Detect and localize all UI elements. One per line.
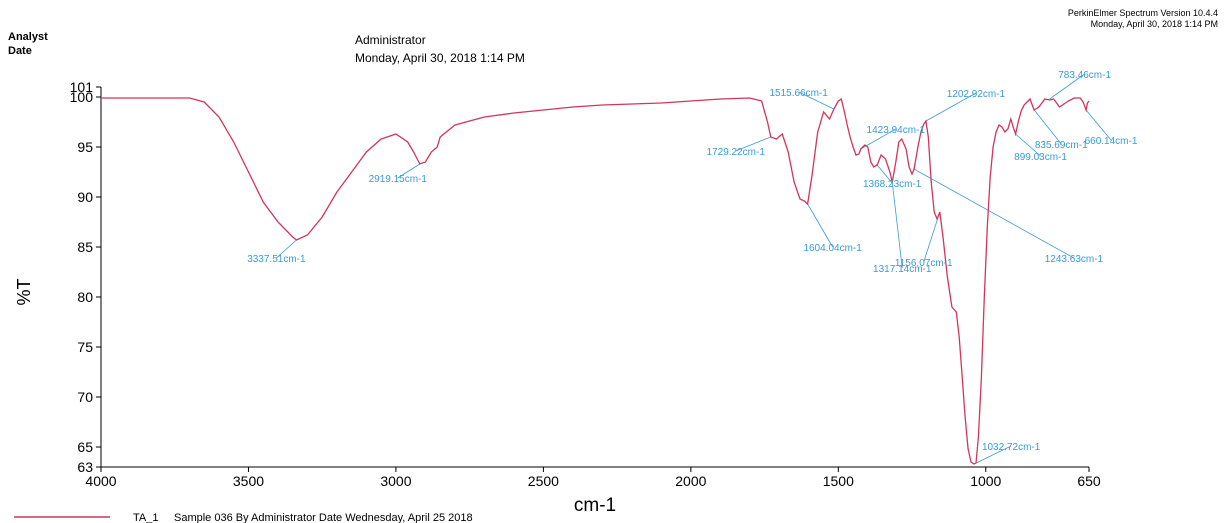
date-label: Date <box>8 45 32 57</box>
peak-label: 1156.07cm-1 <box>895 258 953 269</box>
annotation-leader <box>397 163 420 179</box>
chart-axes <box>100 87 1089 468</box>
software-version: PerkinElmer Spectrum Version 10.4.4 Mond… <box>1068 8 1218 30</box>
date-value: Monday, April 30, 2018 1:14 PM <box>355 51 525 65</box>
annotation-leader <box>1015 133 1041 157</box>
analyst-value: Administrator <box>355 33 426 47</box>
y-tick-label: 63 <box>77 459 93 475</box>
y-tick-label: 95 <box>77 139 93 155</box>
y-tick-label: 101 <box>70 79 94 95</box>
x-tick-label: 2500 <box>528 473 559 489</box>
y-axis-label: %T <box>14 278 34 305</box>
annotation-leader <box>913 168 1075 259</box>
legend: TA_1 Sample 036 By Administrator Date We… <box>14 512 473 523</box>
annotation-leader <box>1049 73 1085 100</box>
annotation-leaders <box>276 73 1112 464</box>
axis-ticks: 4000 3500 3000 2500 2000 1500 1000 650 63 65 70 75 8… <box>70 79 1101 489</box>
annotation-leader <box>798 91 834 110</box>
y-tick-label: 80 <box>77 289 93 305</box>
spectrum-line <box>101 97 1090 465</box>
annotation-leader <box>807 203 833 248</box>
peak-label: 1243.63cm-1 <box>1045 254 1104 265</box>
annotation-leader <box>975 445 1012 464</box>
annotation-leader <box>735 136 771 152</box>
peak-label: 1202.92cm-1 <box>947 89 1006 100</box>
legend-series-name: TA_1 <box>133 512 158 523</box>
peak-label: 899.03cm-1 <box>1014 152 1067 163</box>
peak-label: 1032.72cm-1 <box>982 442 1041 453</box>
x-tick-label: 3000 <box>380 473 411 489</box>
legend-description: Sample 036 By Administrator Date Wednesd… <box>174 512 473 523</box>
peak-label: 660.14cm-1 <box>1085 136 1138 147</box>
y-tick-label: 85 <box>77 239 93 255</box>
y-tick-label: 75 <box>77 339 93 355</box>
peak-label: 1317.14cm-1 <box>873 264 932 275</box>
peak-label: 783.46cm-1 <box>1058 70 1111 81</box>
peak-label: 1515.66cm-1 <box>770 88 829 99</box>
y-tick-label: 70 <box>77 389 93 405</box>
x-axis-label: cm-1 <box>574 495 616 516</box>
x-tick-label: 1500 <box>823 473 854 489</box>
peak-label: 1604.04cm-1 <box>803 243 862 254</box>
annotation-leader <box>276 239 297 259</box>
annotation-leader <box>1033 109 1062 145</box>
peak-label: 1423.94cm-1 <box>867 125 926 136</box>
y-tick-label: 65 <box>77 439 93 455</box>
y-tick-label: 90 <box>77 189 93 205</box>
peak-label: 1368.23cm-1 <box>863 179 922 190</box>
analyst-label: Analyst <box>8 31 48 43</box>
annotation-leader <box>876 164 893 184</box>
software-date: Monday, April 30, 2018 1:14 PM <box>1090 19 1218 29</box>
peak-annotations: 3337.51cm-1 2919.15cm-1 1729.22cm-1 1604.04… <box>247 70 1138 453</box>
peak-label: 1729.22cm-1 <box>707 147 766 158</box>
peak-label: 835.69cm-1 <box>1035 140 1088 151</box>
x-tick-label: 1000 <box>970 473 1001 489</box>
annotation-leader <box>891 181 903 269</box>
y-tick-label: 100 <box>70 89 94 105</box>
peak-label: 2919.15cm-1 <box>369 174 428 185</box>
x-tick-label: 2000 <box>675 473 706 489</box>
x-tick-label: 3500 <box>233 473 264 489</box>
x-tick-label: 4000 <box>85 473 116 489</box>
x-tick-label: 650 <box>1077 473 1101 489</box>
annotation-leader <box>925 92 977 122</box>
peak-label: 3337.51cm-1 <box>247 254 306 265</box>
annotation-leader <box>1085 109 1112 141</box>
software-name: PerkinElmer Spectrum Version 10.4.4 <box>1067 8 1218 18</box>
